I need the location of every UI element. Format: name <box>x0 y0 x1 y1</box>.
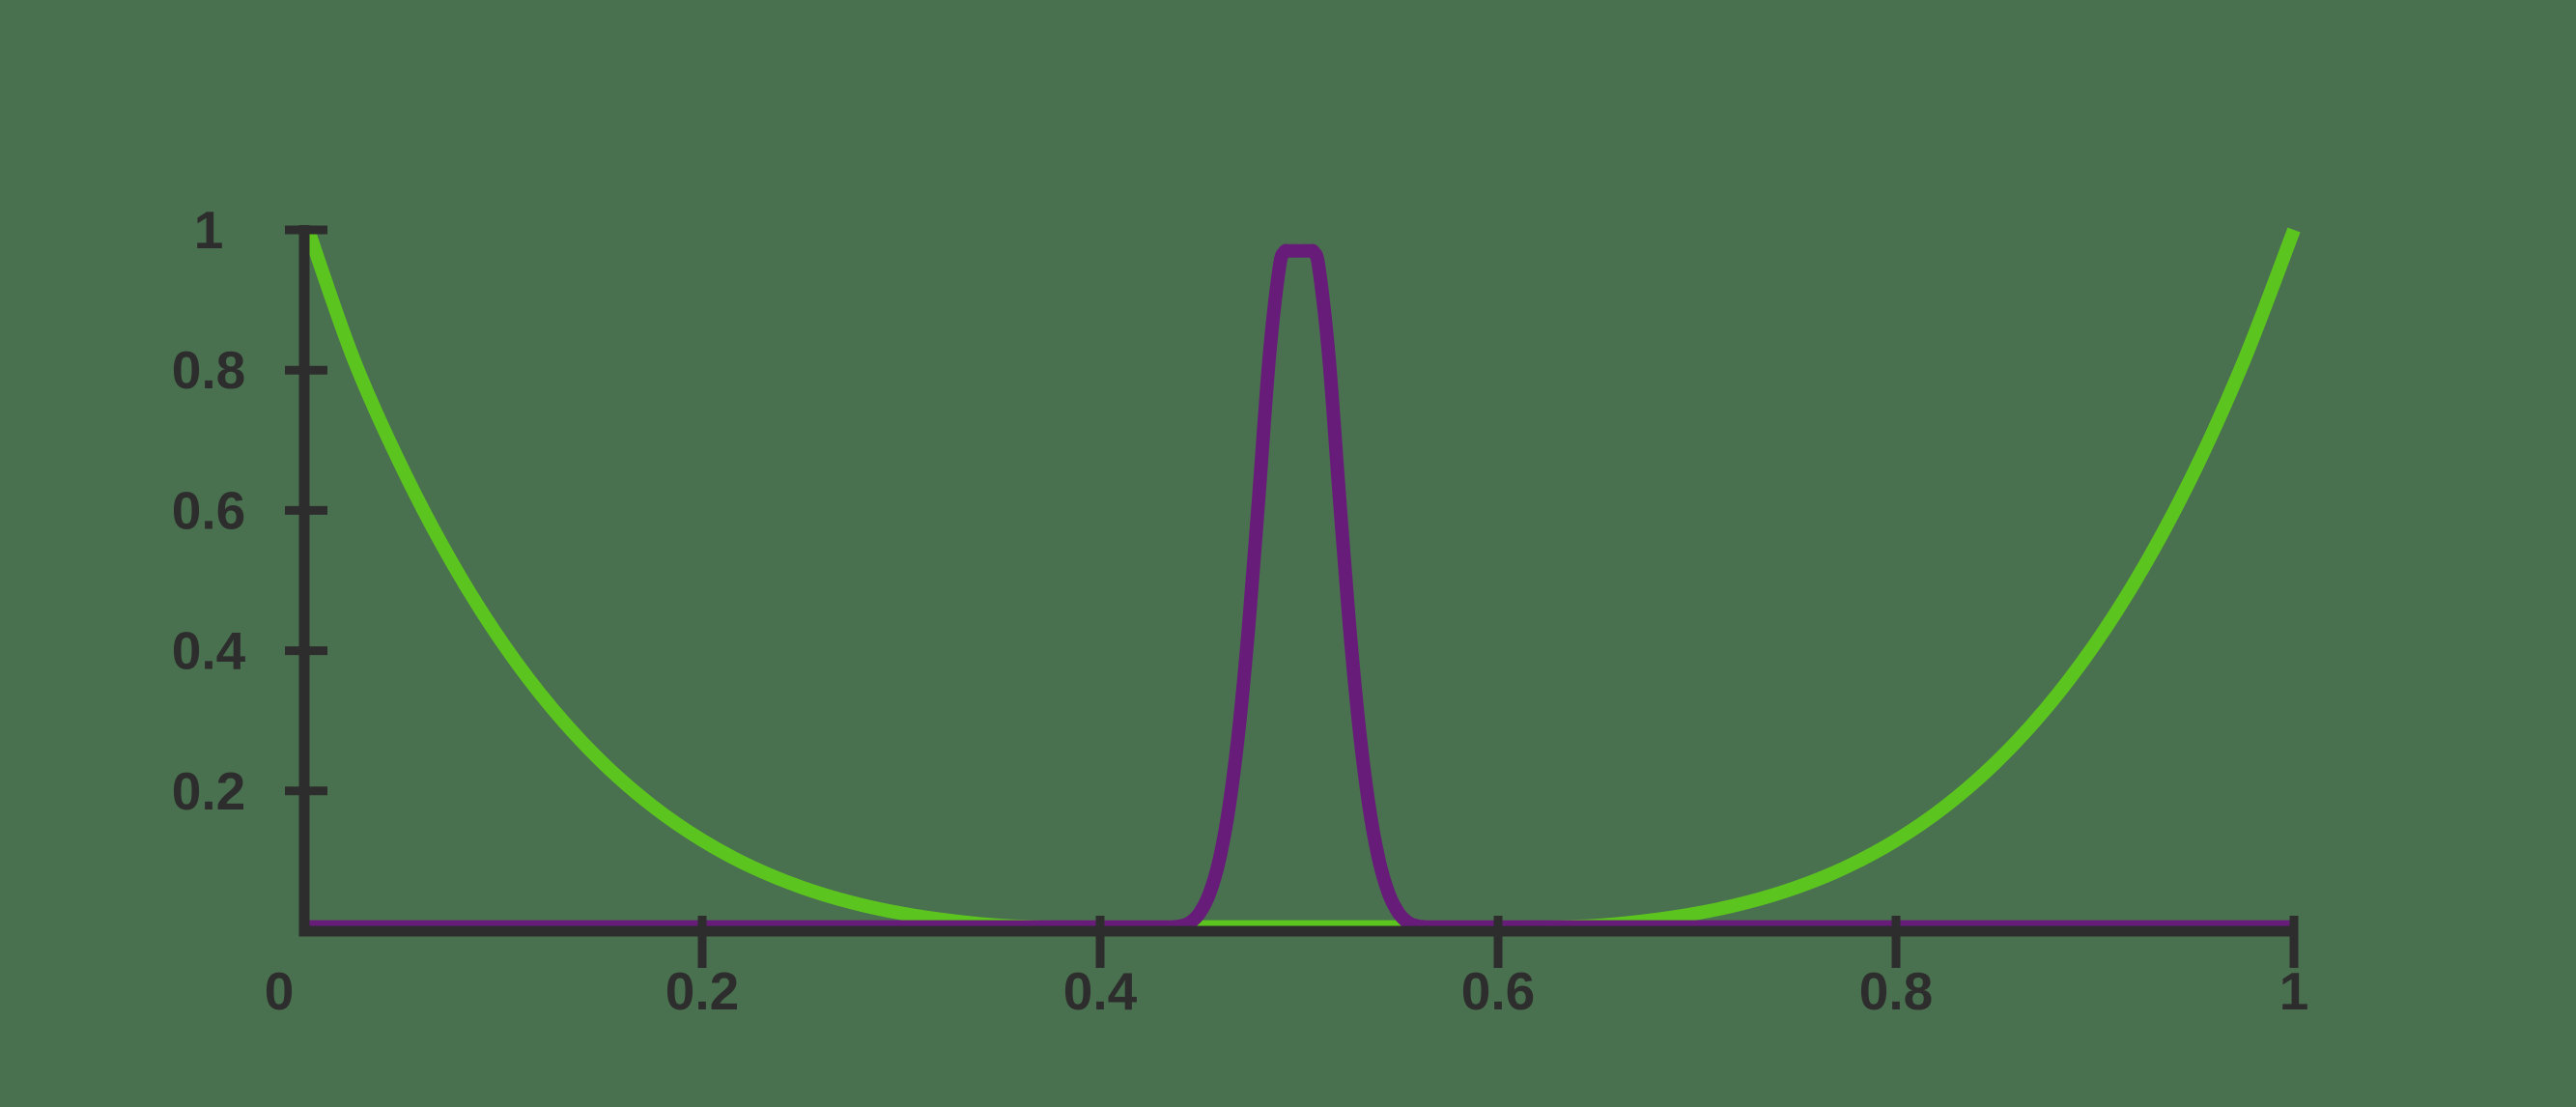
y-tick-label: 0.6 <box>172 480 245 540</box>
x-tick-label: 0.2 <box>665 961 739 1021</box>
x-tick-label: 1 <box>2279 961 2309 1021</box>
axes-layer <box>298 225 2298 937</box>
ticks-layer <box>285 225 2299 968</box>
x-tick-label: 0.8 <box>1859 961 1933 1021</box>
labels-layer: 0.2 0.4 0.6 0.8 1 0.2 0.4 0.6 0.8 1 0 <box>172 200 2309 1021</box>
y-tick-label: 0.8 <box>172 340 245 400</box>
y-tick-label: 0.4 <box>172 621 246 681</box>
x-tick-label: 0.6 <box>1461 961 1535 1021</box>
x-tick-label: 0.4 <box>1063 961 1138 1021</box>
y-tick-label: 0.2 <box>172 761 245 821</box>
origin-label: 0 <box>265 961 295 1021</box>
y-tick-label: 1 <box>194 200 224 260</box>
